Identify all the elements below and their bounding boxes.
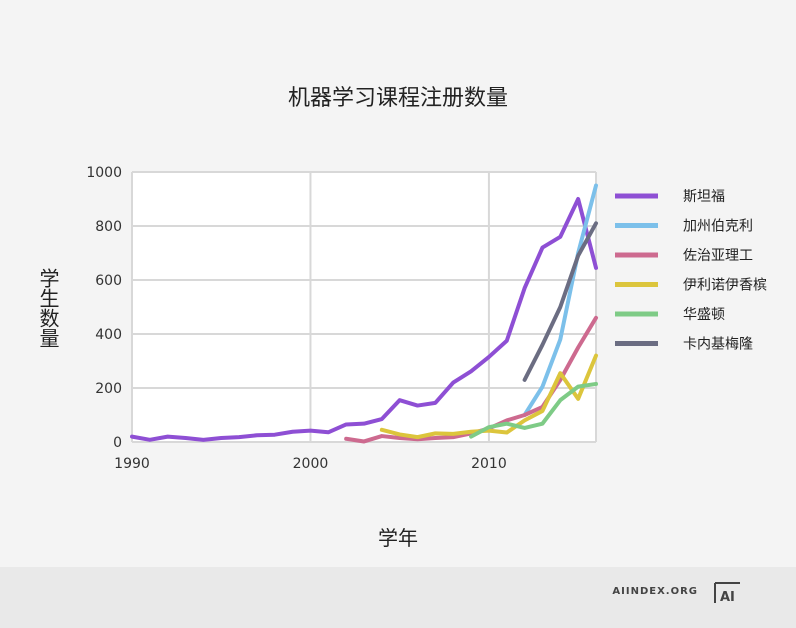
y-axis-label: 学生数量 [36,268,60,348]
y-tick-label: 200 [95,381,122,397]
plot-area [132,172,596,442]
footer-bar [0,567,796,628]
series-line-加州伯克利 [522,183,598,417]
brand-text: AIINDEX.ORG [612,586,698,597]
svg-text:AI: AI [720,590,735,605]
legend-label: 华盛顿 [683,307,725,323]
series-line-华盛顿 [469,381,598,439]
chart-title: 机器学习课程注册数量 [287,86,508,111]
y-tick-label: 1000 [86,165,122,181]
legend-label: 佐治亚理工 [683,248,753,264]
x-tick-label: 1990 [114,456,150,472]
legend-label: 斯坦福 [683,189,725,205]
x-tick-label: 2010 [471,456,507,472]
legend-label: 卡内基梅隆 [683,336,753,353]
series-line-卡内基梅隆 [522,221,598,382]
y-tick-label: 400 [95,327,122,343]
y-tick-label: 0 [113,435,122,451]
line-chart: 0 200 400 600 800 1000 1990 2000 2010 斯坦福加州伯克利佐治亚… [86,165,767,472]
x-axis-label: 学年 [378,526,418,550]
y-tick-label: 800 [95,219,122,235]
ai-index-logo-icon: AI [714,582,740,605]
x-tick-label: 2000 [293,456,329,472]
legend-label: 伊利诺伊香槟 [683,278,767,294]
legend-label: 加州伯克利 [683,219,753,235]
series-line-斯坦福 [130,197,598,442]
y-tick-label: 600 [95,273,122,289]
series-line-伊利诺伊香槟 [379,353,598,440]
